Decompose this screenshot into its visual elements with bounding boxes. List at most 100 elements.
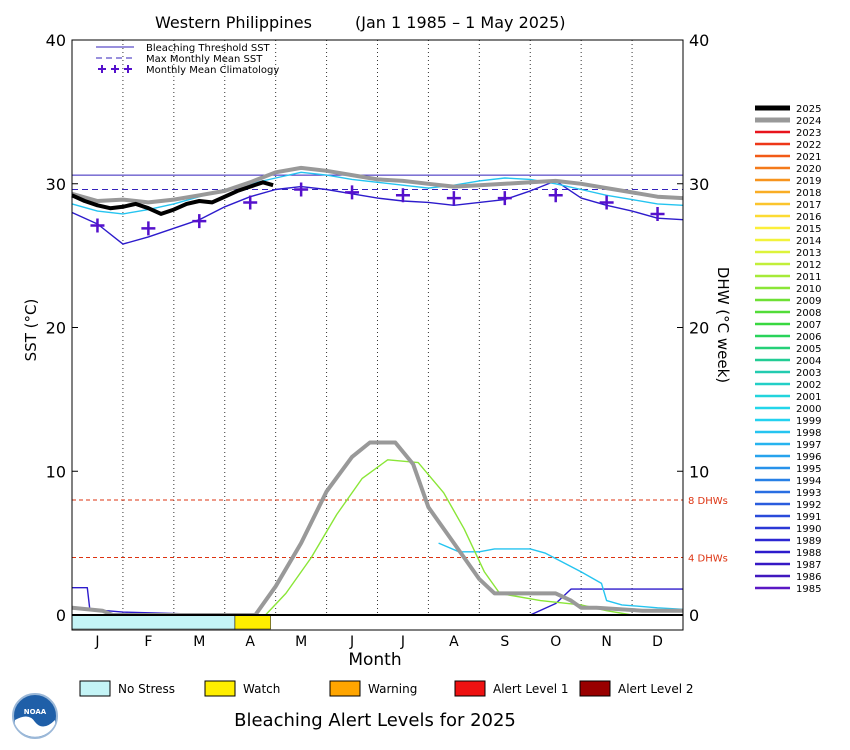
x-tick-label: A <box>245 634 255 650</box>
alert-bar-segment <box>71 614 236 630</box>
y-tick-label-left: 30 <box>46 175 66 194</box>
x-tick-label: S <box>500 634 509 650</box>
year-legend-label: 2024 <box>796 116 821 127</box>
noaa-logo-text: NOAA <box>24 708 47 716</box>
footer-title: Bleaching Alert Levels for 2025 <box>234 710 516 731</box>
alert-legend-swatch-alert1 <box>454 680 486 697</box>
alert-legend: No Stress Watch Warning Alert Level 1 Alert … <box>79 680 694 697</box>
x-tick-label: M <box>193 634 205 650</box>
dhw-line-2010 <box>264 459 633 616</box>
alert-legend-swatch-warning <box>329 680 361 697</box>
y-tick-label-right: 20 <box>689 319 709 338</box>
year-legend-label: 2020 <box>796 164 821 175</box>
year-legend-label: 2010 <box>796 284 821 295</box>
alert-bar-segment <box>234 614 271 630</box>
alert-legend-swatch-alert2 <box>579 680 611 697</box>
year-legend-label: 2017 <box>796 200 821 211</box>
year-legend-label: 2012 <box>796 260 821 271</box>
climatology-marker <box>192 214 207 229</box>
year-legend-label: 2023 <box>796 128 821 139</box>
year-legend-label: 2018 <box>796 188 821 199</box>
x-tick-label: M <box>295 634 307 650</box>
legend-threshold-label: Bleaching Threshold SST <box>146 43 271 54</box>
year-legend-label: 1988 <box>796 548 821 559</box>
year-legend-label: 2014 <box>796 236 821 247</box>
year-legend-label: 1999 <box>796 416 821 427</box>
climatology-marker <box>141 221 156 236</box>
climatology-marker <box>650 206 665 221</box>
x-tick-label: J <box>94 634 99 650</box>
year-legend-label: 2025 <box>796 104 821 115</box>
legend-clim-swatch <box>98 65 106 73</box>
legend-clim-label: Monthly Mean Climatology <box>146 65 279 76</box>
year-legend-label: 2007 <box>796 320 821 331</box>
y-tick-label-right: 30 <box>689 175 709 194</box>
climatology-marker <box>243 195 258 210</box>
year-legend-label: 1998 <box>796 428 821 439</box>
year-legend-label: 2011 <box>796 272 821 283</box>
alert-legend-label-alert2: Alert Level 2 <box>618 682 694 696</box>
alert-legend-label-watch: Watch <box>243 682 280 696</box>
year-legend-label: 1989 <box>796 536 821 547</box>
sst-line-1988 <box>71 180 684 245</box>
year-legend-label: 1993 <box>796 488 821 499</box>
x-tick-label: D <box>652 634 663 650</box>
climatology-marker <box>548 188 563 203</box>
year-legend-label: 1991 <box>796 512 821 523</box>
alert-legend-label-no_stress: No Stress <box>118 682 175 696</box>
year-legend-label: 2016 <box>796 212 821 223</box>
plot-area: 8 DHWs 4 DHWs 0 0 10 10 20 20 30 30 40 40 J F M A M J J A S O… <box>46 31 728 650</box>
alert-legend-label-alert1: Alert Level 1 <box>493 682 569 696</box>
y-tick-label-left: 0 <box>56 606 66 625</box>
year-legend-label: 2008 <box>796 308 821 319</box>
year-legend-label: 2009 <box>796 296 821 307</box>
legend-mmm-label: Max Monthly Mean SST <box>146 54 263 65</box>
climatology-marker <box>345 185 360 200</box>
plot-frame <box>71 39 684 631</box>
year-legend-label: 2006 <box>796 332 821 343</box>
year-legend-label: 1987 <box>796 560 821 571</box>
y-tick-label-right: 10 <box>689 462 709 481</box>
climatology-marker <box>90 218 105 233</box>
y-tick-label-right: 0 <box>689 606 699 625</box>
year-legend-label: 2005 <box>796 344 821 355</box>
dhw-line-1998 <box>438 542 684 610</box>
climatology-marker <box>446 191 461 206</box>
year-legend: 2025202420232022202120202019201820172016… <box>755 104 821 595</box>
year-legend-label: 2002 <box>796 380 821 391</box>
x-tick-label: J <box>349 634 354 650</box>
dhw-line-1988 <box>72 587 683 616</box>
year-legend-label: 2013 <box>796 248 821 259</box>
x-axis-label: Month <box>348 650 401 670</box>
year-legend-label: 1995 <box>796 464 821 475</box>
sst-line-1998 <box>71 171 684 215</box>
dhw-reference-label: 4 DHWs <box>688 554 728 565</box>
y-tick-label-left: 40 <box>46 31 66 50</box>
year-legend-label: 2004 <box>796 356 821 367</box>
climatology-marker <box>294 182 309 197</box>
legend-clim-swatch <box>124 65 132 73</box>
year-legend-label: 2021 <box>796 152 821 163</box>
year-legend-label: 1986 <box>796 572 821 583</box>
year-legend-label: 2001 <box>796 392 821 403</box>
sst-line-2024 <box>71 165 684 205</box>
y-axis-left-label: SST (°C) <box>22 299 40 362</box>
y-tick-label-left: 10 <box>46 462 66 481</box>
climatology-marker <box>599 195 614 210</box>
noaa-logo-icon: NOAA <box>12 693 58 739</box>
alert-legend-label-warning: Warning <box>368 682 417 696</box>
x-tick-label: A <box>449 634 459 650</box>
y-tick-label-left: 20 <box>46 319 66 338</box>
year-legend-label: 1996 <box>796 452 821 463</box>
year-legend-label: 1985 <box>796 584 821 595</box>
year-legend-label: 1992 <box>796 500 821 511</box>
year-legend-label: 2000 <box>796 404 821 415</box>
alert-legend-swatch-watch <box>204 680 236 697</box>
y-tick-label-right: 40 <box>689 31 709 50</box>
climatology-marker <box>395 188 410 203</box>
year-legend-label: 2019 <box>796 176 821 187</box>
x-tick-label: O <box>550 634 561 650</box>
chart-title-range: (Jan 1 1985 – 1 May 2025) <box>355 13 566 32</box>
